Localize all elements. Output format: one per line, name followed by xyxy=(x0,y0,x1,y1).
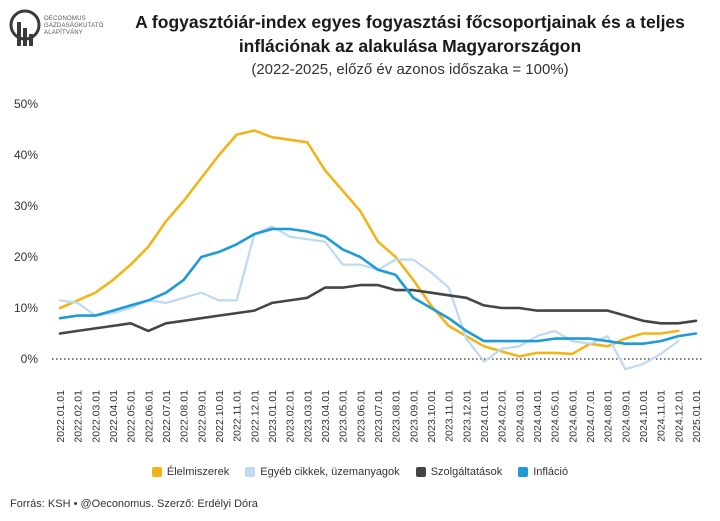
x-tick-label: 2024.11.01 xyxy=(656,390,668,442)
chart-title-line-2: inflációnak az alakulása Magyarországon xyxy=(238,36,582,56)
x-tick-label: 2024.10.01 xyxy=(638,390,650,443)
legend-label: Egyéb cikkek, üzemanyagok xyxy=(260,466,400,478)
x-tick-label: 2024.05.01 xyxy=(550,390,562,443)
legend-item: Szolgáltatások xyxy=(415,466,503,478)
x-tick-label: 2022.11.01 xyxy=(232,390,244,442)
x-tick-label: 2024.06.01 xyxy=(567,390,579,443)
x-tick-label: 2022.06.01 xyxy=(143,390,155,443)
x-tick-label: 2023.06.01 xyxy=(355,390,367,443)
legend-swatch xyxy=(518,467,529,477)
y-tick-label: 10% xyxy=(14,301,38,315)
chart-legend: Élelmiszerek Egyéb cikkek, üzemanyagok Szo… xyxy=(0,466,720,478)
series-line-4 xyxy=(58,227,698,345)
x-tick-label: 2025.01.01 xyxy=(691,390,703,443)
y-tick-label: 40% xyxy=(14,148,38,162)
x-tick-label: 2022.08.01 xyxy=(179,390,191,443)
x-tick-label: 2022.01.01 xyxy=(55,390,67,443)
x-tick-label: 2023.08.01 xyxy=(391,390,403,443)
legend-item: Infláció xyxy=(518,466,568,478)
x-tick-label: 2024.04.01 xyxy=(532,390,544,443)
y-tick-label: 0% xyxy=(21,352,39,366)
series-line-1 xyxy=(58,129,680,358)
x-tick-label: 2024.02.01 xyxy=(497,390,509,443)
oeconomus-logo: OECONOMUS GAZDASÁGKUTATÓ ALAPÍTVÁNY xyxy=(8,8,108,56)
legend-label: Szolgáltatások xyxy=(430,466,503,478)
legend-swatch xyxy=(151,467,162,477)
legend-label: Infláció xyxy=(533,466,569,478)
x-tick-label: 2024.07.01 xyxy=(585,390,597,443)
x-tick-label: 2022.10.01 xyxy=(214,390,226,443)
x-tick-label: 2022.04.01 xyxy=(108,390,120,443)
x-tick-label: 2023.04.01 xyxy=(320,390,332,443)
x-tick-label: 2023.05.01 xyxy=(338,390,350,443)
x-tick-label: 2022.05.01 xyxy=(126,390,138,443)
series-line-3 xyxy=(58,283,698,335)
logo-text: OECONOMUS GAZDASÁGKUTATÓ ALAPÍTVÁNY xyxy=(44,16,104,37)
x-tick-label: 2022.12.01 xyxy=(249,390,261,443)
chart-subtitle: (2022-2025, előző év azonos időszaka = 1… xyxy=(251,61,569,78)
y-tick-label: 20% xyxy=(14,250,38,264)
logo-line-1: OECONOMUS xyxy=(44,16,86,22)
x-tick-label: 2024.09.01 xyxy=(620,390,632,443)
x-tick-label: 2023.02.01 xyxy=(285,390,297,443)
legend-item: Egyéb cikkek, üzemanyagok xyxy=(245,466,400,478)
x-tick-label: 2023.12.01 xyxy=(461,390,473,443)
x-tick-label: 2022.07.01 xyxy=(161,390,173,443)
legend-swatch xyxy=(245,467,256,477)
y-tick-label: 30% xyxy=(14,199,38,213)
x-tick-label: 2023.09.01 xyxy=(408,390,420,443)
y-tick-label: 50% xyxy=(14,97,38,111)
x-tick-label: 2023.03.01 xyxy=(302,390,314,443)
chart-title-line-1: A fogyasztóiár-index egyes fogyasztási f… xyxy=(135,12,685,32)
legend-item: Élelmiszerek xyxy=(151,466,230,478)
legend-swatch xyxy=(415,467,426,477)
source-note: Forrás: KSH • @Oeconomus. Szerző: Erdély… xyxy=(10,498,258,510)
series-line-2 xyxy=(58,225,680,371)
chart-title: A fogyasztóiár-index egyes fogyasztási f… xyxy=(110,10,710,58)
x-tick-label: 2022.09.01 xyxy=(196,390,208,443)
x-tick-label: 2024.01.01 xyxy=(479,390,491,443)
x-tick-label: 2024.08.01 xyxy=(603,390,615,443)
logo-line-3: ALAPÍTVÁNY xyxy=(44,30,84,36)
logo-mark-icon xyxy=(9,9,41,46)
x-tick-label: 2022.03.01 xyxy=(90,390,102,443)
logo-line-2: GAZDASÁGKUTATÓ xyxy=(44,23,104,29)
x-tick-label: 2023.01.01 xyxy=(267,390,279,443)
x-tick-label: 2023.10.01 xyxy=(426,390,438,443)
x-tick-label: 2023.11.01 xyxy=(444,390,456,442)
legend-label: Élelmiszerek xyxy=(166,466,230,478)
x-tick-label: 2024.12.01 xyxy=(673,390,685,443)
x-tick-label: 2022.02.01 xyxy=(73,390,85,443)
x-tick-label: 2024.03.01 xyxy=(514,390,526,443)
line-chart: 0% 10% 20% 30% 40% 50% 2022.01.01 2022.02.01 202… xyxy=(14,97,704,443)
x-tick-label: 2023.07.01 xyxy=(373,390,385,443)
